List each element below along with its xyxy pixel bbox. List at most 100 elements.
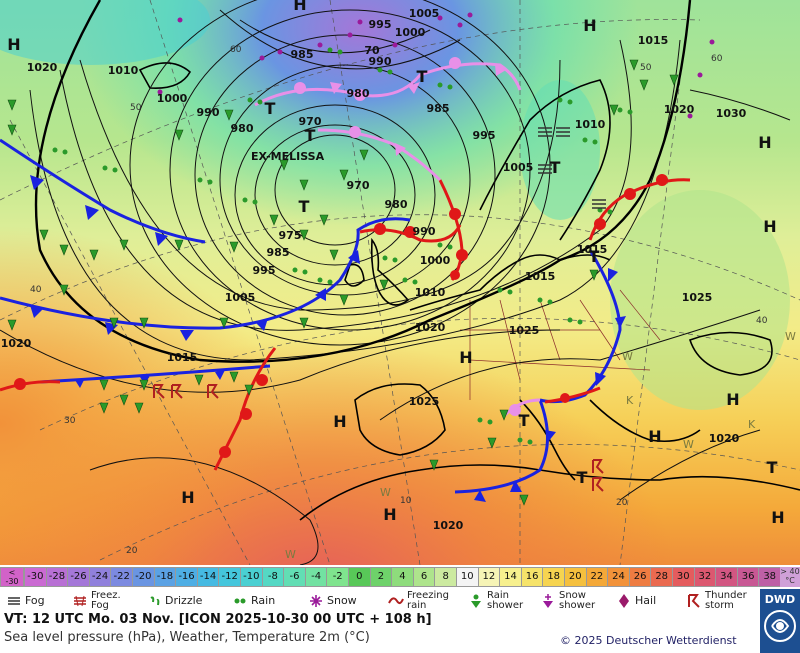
colorbar-cell: -30 (24, 567, 47, 587)
colorbar-cell: 16 (520, 567, 544, 587)
isobar-995 (169, 9, 531, 331)
greenland-cold-patch (0, 0, 210, 65)
high-pressure-marker: H (459, 348, 472, 367)
dwd-logo-text: DWD (764, 593, 796, 606)
isobar-value-label: 1015 (577, 243, 608, 256)
occlusion-north (254, 62, 522, 107)
colorbar-cell: 38 (758, 567, 781, 587)
graticule-label: 40 (30, 285, 42, 295)
isobar-bold-1015 (34, 0, 692, 363)
colorbar-cell: 22 (585, 567, 609, 587)
isobar-value-label: 1015 (525, 270, 556, 283)
isobar-value-label: 990 (369, 55, 392, 68)
colorbar-cell: -24 (88, 567, 112, 587)
graticule-label: 10 (400, 496, 412, 506)
isobar-value-label: 1010 (575, 118, 606, 131)
colorbar-cell: -16 (175, 567, 198, 587)
legend-item: Rain shower (468, 589, 523, 613)
colorbar-cell: 8 (434, 567, 457, 587)
pressure-labels: 9951005100098599070101010009909809809859… (1, 7, 747, 532)
small-marks: W K W K W W W (285, 330, 796, 561)
isobar-value-label: 1020 (27, 61, 58, 74)
low-pressure-marker: T (299, 197, 310, 216)
legend-label: Thunder storm (705, 590, 747, 611)
thunderstorm-icon (686, 593, 702, 609)
isobar-value-label: 980 (231, 122, 254, 135)
colorbar-cell: -18 (153, 567, 177, 587)
colorbar-cell: -26 (67, 567, 90, 587)
snow-shower-icon (540, 593, 556, 609)
isobar-south (89, 457, 319, 565)
colorbar-cell: 0 (348, 567, 371, 587)
fog-icon (6, 593, 22, 609)
colorbar-cell: 34 (715, 567, 738, 587)
low-pressure-marker: T (265, 99, 276, 118)
colorbar-cell: 20 (564, 567, 587, 587)
legend-item: Fog (6, 589, 45, 613)
graticule-label: 30 (64, 416, 76, 426)
cold-front-italy (454, 399, 549, 494)
balkan-coast (589, 399, 701, 443)
warm-front-med (544, 386, 601, 404)
colorbar-cell: -8 (261, 567, 285, 587)
high-pressure-marker: H (181, 488, 194, 507)
colorbar-cell: -22 (110, 567, 133, 587)
copyright-notice: © 2025 Deutscher Wetterdienst (560, 634, 737, 647)
colorbar-cell: 26 (628, 567, 652, 587)
legend-item: Freezing rain (388, 589, 449, 613)
ireland-coast (344, 263, 365, 287)
isobar-990 (194, 34, 496, 316)
isobar-1020-west (0, 329, 561, 393)
high-pressure-marker: H (293, 0, 306, 14)
isobar-value-label: 1020 (433, 519, 464, 532)
isobar-value-label: 985 (267, 246, 290, 259)
graticule-label: 20 (616, 498, 628, 508)
isobar-value-label: 990 (197, 106, 220, 119)
high-pressure-marker: H (758, 133, 771, 152)
colorbar-cell: -20 (132, 567, 155, 587)
isobar-1010 (59, 39, 632, 331)
latitude-labels: 60 50 40 30 20 40 20 10 60 50 (30, 45, 768, 556)
high-pressure-centers: H H H H H H H H H H H H (7, 0, 784, 527)
temperature-colorbar: < -30 -30 -28 -26 -24 -22 -20 -18 -16 -14 -12 -10 -8… (0, 567, 800, 589)
colorbar-cell: 10 (456, 567, 479, 587)
low-pressure-marker: T (550, 158, 561, 177)
colorbar-cell: 4 (391, 567, 414, 587)
snow-symbols (157, 12, 715, 119)
isobar-value-label: 995 (473, 129, 496, 142)
warm-front-semicircles (14, 174, 668, 458)
high-pressure-marker: H (771, 508, 784, 527)
isobar-value-label: 970 (347, 179, 370, 192)
isobar-975 (254, 124, 416, 266)
isobar-value-label: 1000 (157, 92, 188, 105)
valid-time-label: VT: 12 UTC Mo. 03 Nov. [ICON 2025-10-30 … (4, 612, 432, 627)
colorbar-cell: 30 (672, 567, 695, 587)
isobar-value-label: 1010 (415, 286, 446, 299)
low-pressure-marker: T (577, 468, 588, 487)
rain-shower-symbols (7, 59, 679, 506)
surface-pressure-map: WK WK WW W 99510051000985990701010100099… (0, 0, 800, 565)
legend-label: Snow shower (559, 590, 596, 611)
rain-shower-icon (468, 593, 484, 609)
colorbar-cell: -2 (326, 567, 349, 587)
snow-icon (308, 593, 324, 609)
weather-legend: Fog Freez. Fog Drizzle Rain Snow Freezing rain R… (0, 589, 760, 613)
legend-item: Rain (232, 589, 275, 613)
isobar-1025 (379, 309, 761, 421)
occlusion-italy (503, 398, 541, 417)
isobar-value-label: 1015 (167, 351, 198, 364)
colorbar-cell: 28 (650, 567, 673, 587)
colorbar-cell: 18 (542, 567, 565, 587)
legend-label: Snow (327, 594, 357, 607)
thunderstorm-symbols (153, 384, 604, 492)
isobar-value-label: 995 (369, 18, 392, 31)
isobar-1020-east (619, 429, 761, 501)
colorbar-cell: 2 (369, 567, 393, 587)
freezing-rain-icon (388, 593, 404, 609)
isobar-value-label: 980 (347, 87, 370, 100)
low-pressure-marker: T (305, 126, 316, 145)
svg-text:W: W (285, 548, 296, 561)
isobar-value-label: 975 (279, 229, 302, 242)
colorbar-cell: -10 (240, 567, 263, 587)
